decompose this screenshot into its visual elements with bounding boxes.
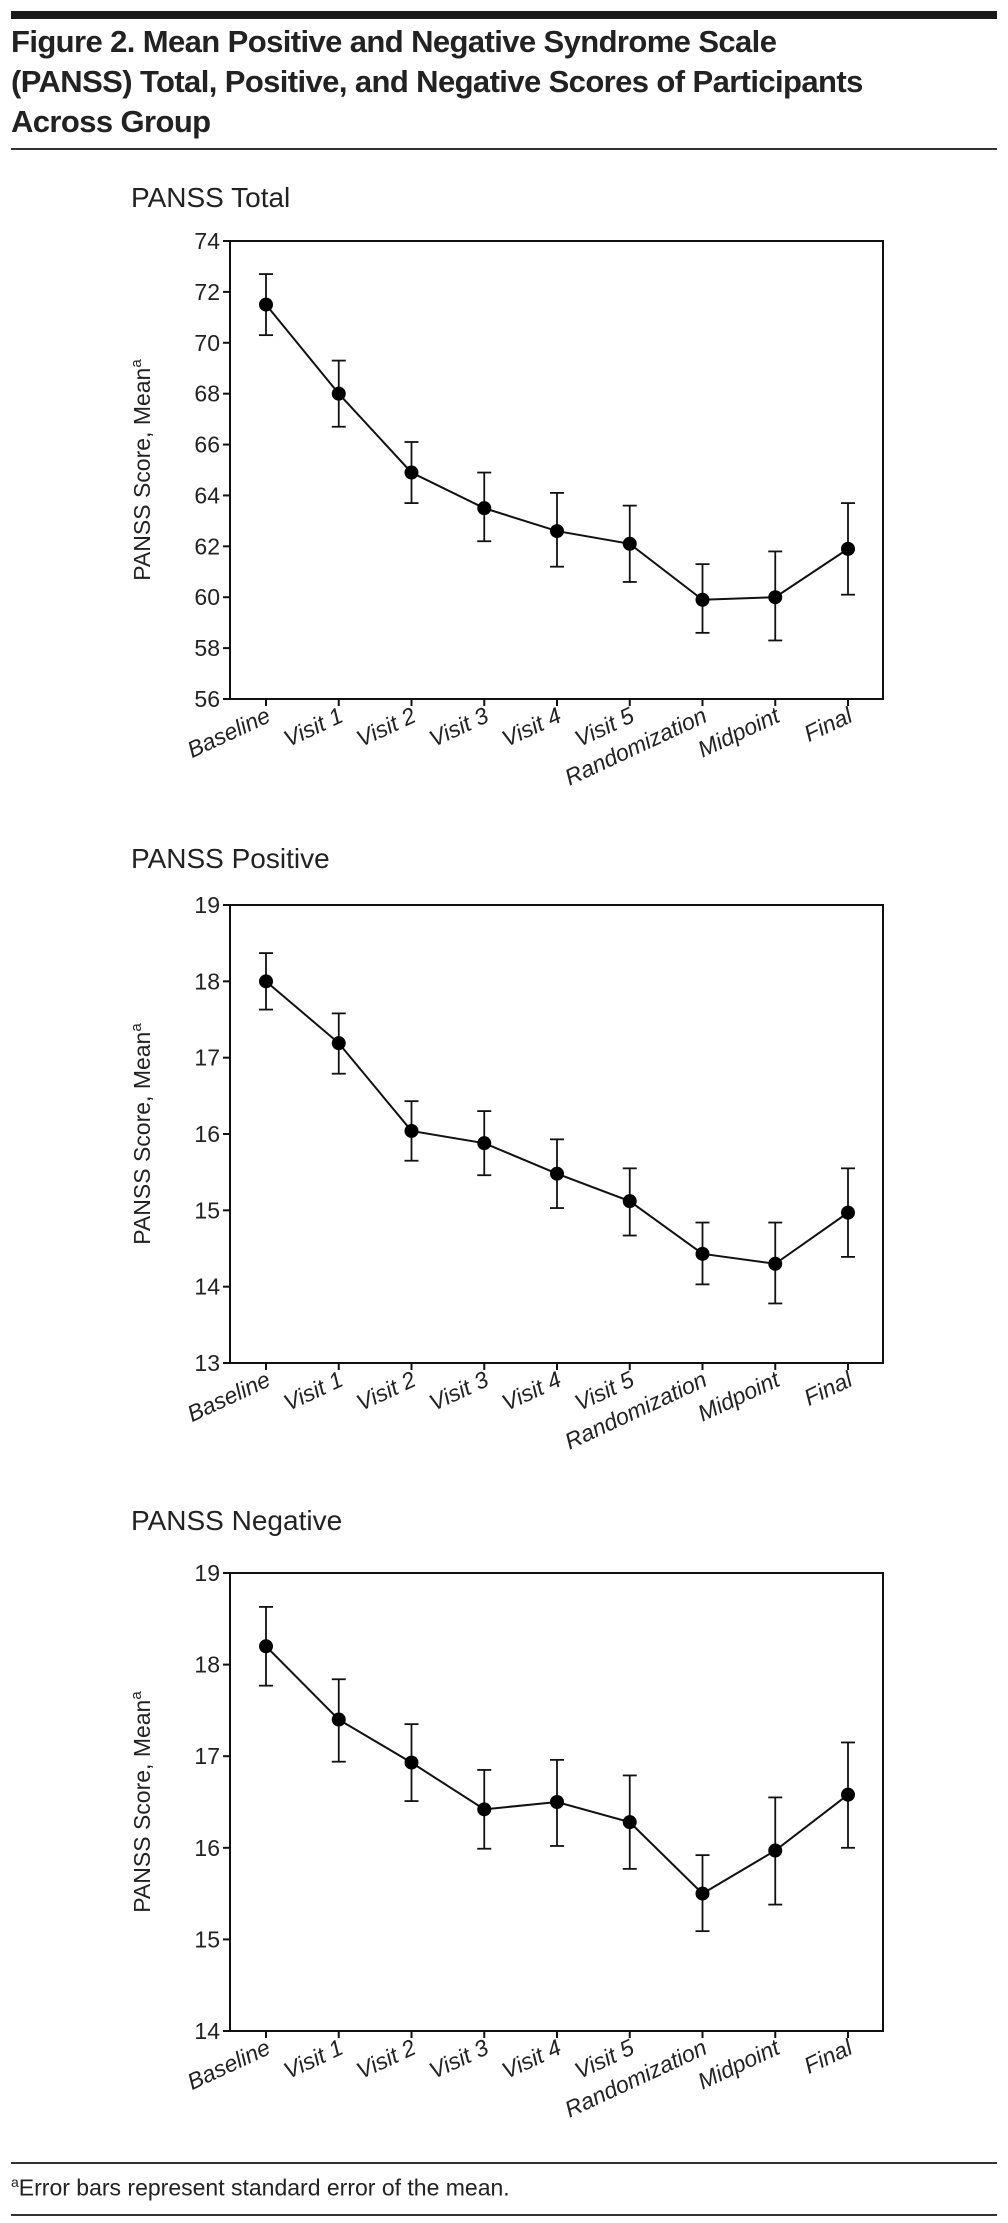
footnote: aError bars represent standard error of … — [11, 2174, 510, 2202]
y-tick-label: 68 — [194, 381, 220, 407]
x-tick-label: Visit 1 — [279, 2034, 346, 2084]
plot-frame — [229, 240, 884, 700]
x-tick-label: Final — [800, 702, 857, 747]
x-tick-label: Visit 4 — [498, 2034, 565, 2084]
y-axis-label-sup: a — [128, 1691, 145, 1700]
y-tick-label: 58 — [194, 635, 220, 661]
y-tick-label: 18 — [194, 1652, 220, 1678]
top-rule — [11, 11, 997, 19]
x-tick-label: Visit 3 — [425, 2034, 493, 2084]
x-tick-label: Visit 2 — [352, 1366, 420, 1416]
y-tick-label: 15 — [194, 1926, 220, 1952]
data-point — [477, 501, 492, 516]
x-tick-label: Visit 3 — [425, 1366, 493, 1416]
y-tick-label: 14 — [194, 2018, 220, 2044]
data-point — [259, 1639, 273, 1654]
y-axis-label: PANSS Score, Meana — [128, 1023, 155, 1245]
data-point — [768, 1843, 783, 1858]
data-point — [695, 1886, 710, 1901]
y-tick-label: 15 — [194, 1197, 220, 1223]
data-point — [550, 524, 564, 539]
x-tick-label: Visit 3 — [425, 702, 493, 752]
x-tick-label: Visit 1 — [279, 1366, 346, 1416]
data-point — [695, 1246, 710, 1261]
y-tick-label: 66 — [194, 432, 220, 458]
y-tick-label: 19 — [194, 1560, 220, 1586]
x-tick-label: Midpoint — [694, 2033, 785, 2094]
data-point — [404, 465, 419, 480]
y-tick-label: 16 — [194, 1835, 220, 1861]
chart-title: PANSS Negative — [131, 1505, 342, 1536]
series-line — [265, 980, 849, 1265]
y-axis-label-sup: a — [128, 359, 145, 368]
data-point — [550, 1166, 564, 1181]
bottom-rule — [11, 2214, 997, 2216]
figure-title: Figure 2. Mean Positive and Negative Syn… — [11, 22, 1001, 142]
y-tick-label: 74 — [194, 228, 220, 254]
data-point — [841, 1787, 855, 1802]
figure-title-line: Figure 2. Mean Positive and Negative Syn… — [11, 24, 777, 59]
title-rule — [11, 148, 997, 150]
footnote-top-rule — [11, 2162, 997, 2164]
data-point — [695, 592, 710, 607]
data-point — [768, 1256, 783, 1271]
y-tick-label: 70 — [194, 330, 220, 356]
x-tick-label: Visit 4 — [498, 702, 565, 752]
data-point — [622, 1815, 637, 1830]
data-point — [259, 297, 273, 312]
data-point — [331, 1036, 346, 1051]
plot-frame — [229, 904, 884, 1364]
data-point — [622, 536, 637, 551]
y-tick-label: 14 — [194, 1274, 220, 1300]
data-point — [550, 1795, 564, 1809]
data-point — [404, 1755, 419, 1770]
footnote-marker: a — [11, 2174, 19, 2190]
footnote-text: Error bars represent standard error of t… — [18, 2174, 510, 2201]
data-point — [841, 1205, 855, 1220]
y-tick-label: 13 — [194, 1350, 220, 1376]
data-point — [477, 1802, 492, 1817]
chart-title: PANSS Total — [131, 182, 290, 213]
data-point — [331, 386, 346, 401]
x-tick-label: Midpoint — [694, 1365, 785, 1426]
chart-title: PANSS Positive — [131, 843, 330, 874]
x-tick-label: Final — [800, 2034, 857, 2079]
x-tick-label: Visit 2 — [352, 2034, 420, 2084]
y-tick-label: 16 — [194, 1121, 220, 1147]
data-point — [331, 1712, 346, 1727]
x-tick-label: Visit 1 — [279, 702, 346, 752]
y-tick-label: 17 — [194, 1045, 220, 1071]
data-point — [768, 590, 783, 605]
figure-title-line: (PANSS) Total, Positive, and Negative Sc… — [11, 64, 863, 99]
data-point — [259, 974, 273, 989]
x-tick-label: Visit 2 — [352, 702, 420, 752]
y-tick-label: 64 — [194, 482, 220, 508]
y-tick-label: 60 — [194, 584, 220, 610]
data-point — [404, 1123, 419, 1138]
data-point — [477, 1136, 492, 1151]
y-tick-label: 18 — [194, 968, 220, 994]
data-point — [841, 541, 855, 556]
y-axis-label: PANSS Score, Meana — [128, 1691, 155, 1913]
y-tick-label: 72 — [194, 279, 220, 305]
y-tick-label: 19 — [194, 892, 220, 918]
y-axis-label: PANSS Score, Meana — [128, 359, 155, 581]
x-tick-label: Midpoint — [694, 701, 785, 762]
y-axis-label-sup: a — [128, 1023, 145, 1032]
x-tick-label: Final — [800, 1366, 857, 1411]
y-tick-label: 17 — [194, 1743, 220, 1769]
x-tick-label: Visit 4 — [498, 1366, 565, 1416]
data-point — [622, 1194, 637, 1209]
figure-title-line: Across Group — [11, 104, 211, 139]
y-tick-label: 62 — [194, 533, 220, 559]
y-tick-label: 56 — [194, 686, 220, 712]
